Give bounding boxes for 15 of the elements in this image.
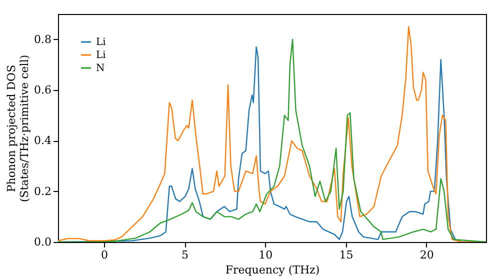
y-tick-label: 0.8 xyxy=(34,32,52,46)
x-tick-label: 5 xyxy=(182,248,189,262)
y-axis-title: Phonon projected DOS (States/THz·primitive cell) xyxy=(5,54,32,202)
x-tick-label: 20 xyxy=(420,248,434,262)
y-tick-label: 0.0 xyxy=(34,236,52,248)
y-tick-label: 0.2 xyxy=(34,184,52,198)
legend-label: Li xyxy=(96,50,106,61)
legend-label: N xyxy=(96,63,105,74)
y-tick-label: 0.4 xyxy=(34,134,52,148)
x-axis-title: Frequency (THz) xyxy=(225,264,320,276)
x-tick-label: 10 xyxy=(258,248,273,262)
x-tick-label: 15 xyxy=(339,248,354,262)
x-tick-label: 0 xyxy=(100,248,108,262)
legend-label: Li xyxy=(96,37,106,48)
y-tick-label: 0.6 xyxy=(34,84,52,96)
